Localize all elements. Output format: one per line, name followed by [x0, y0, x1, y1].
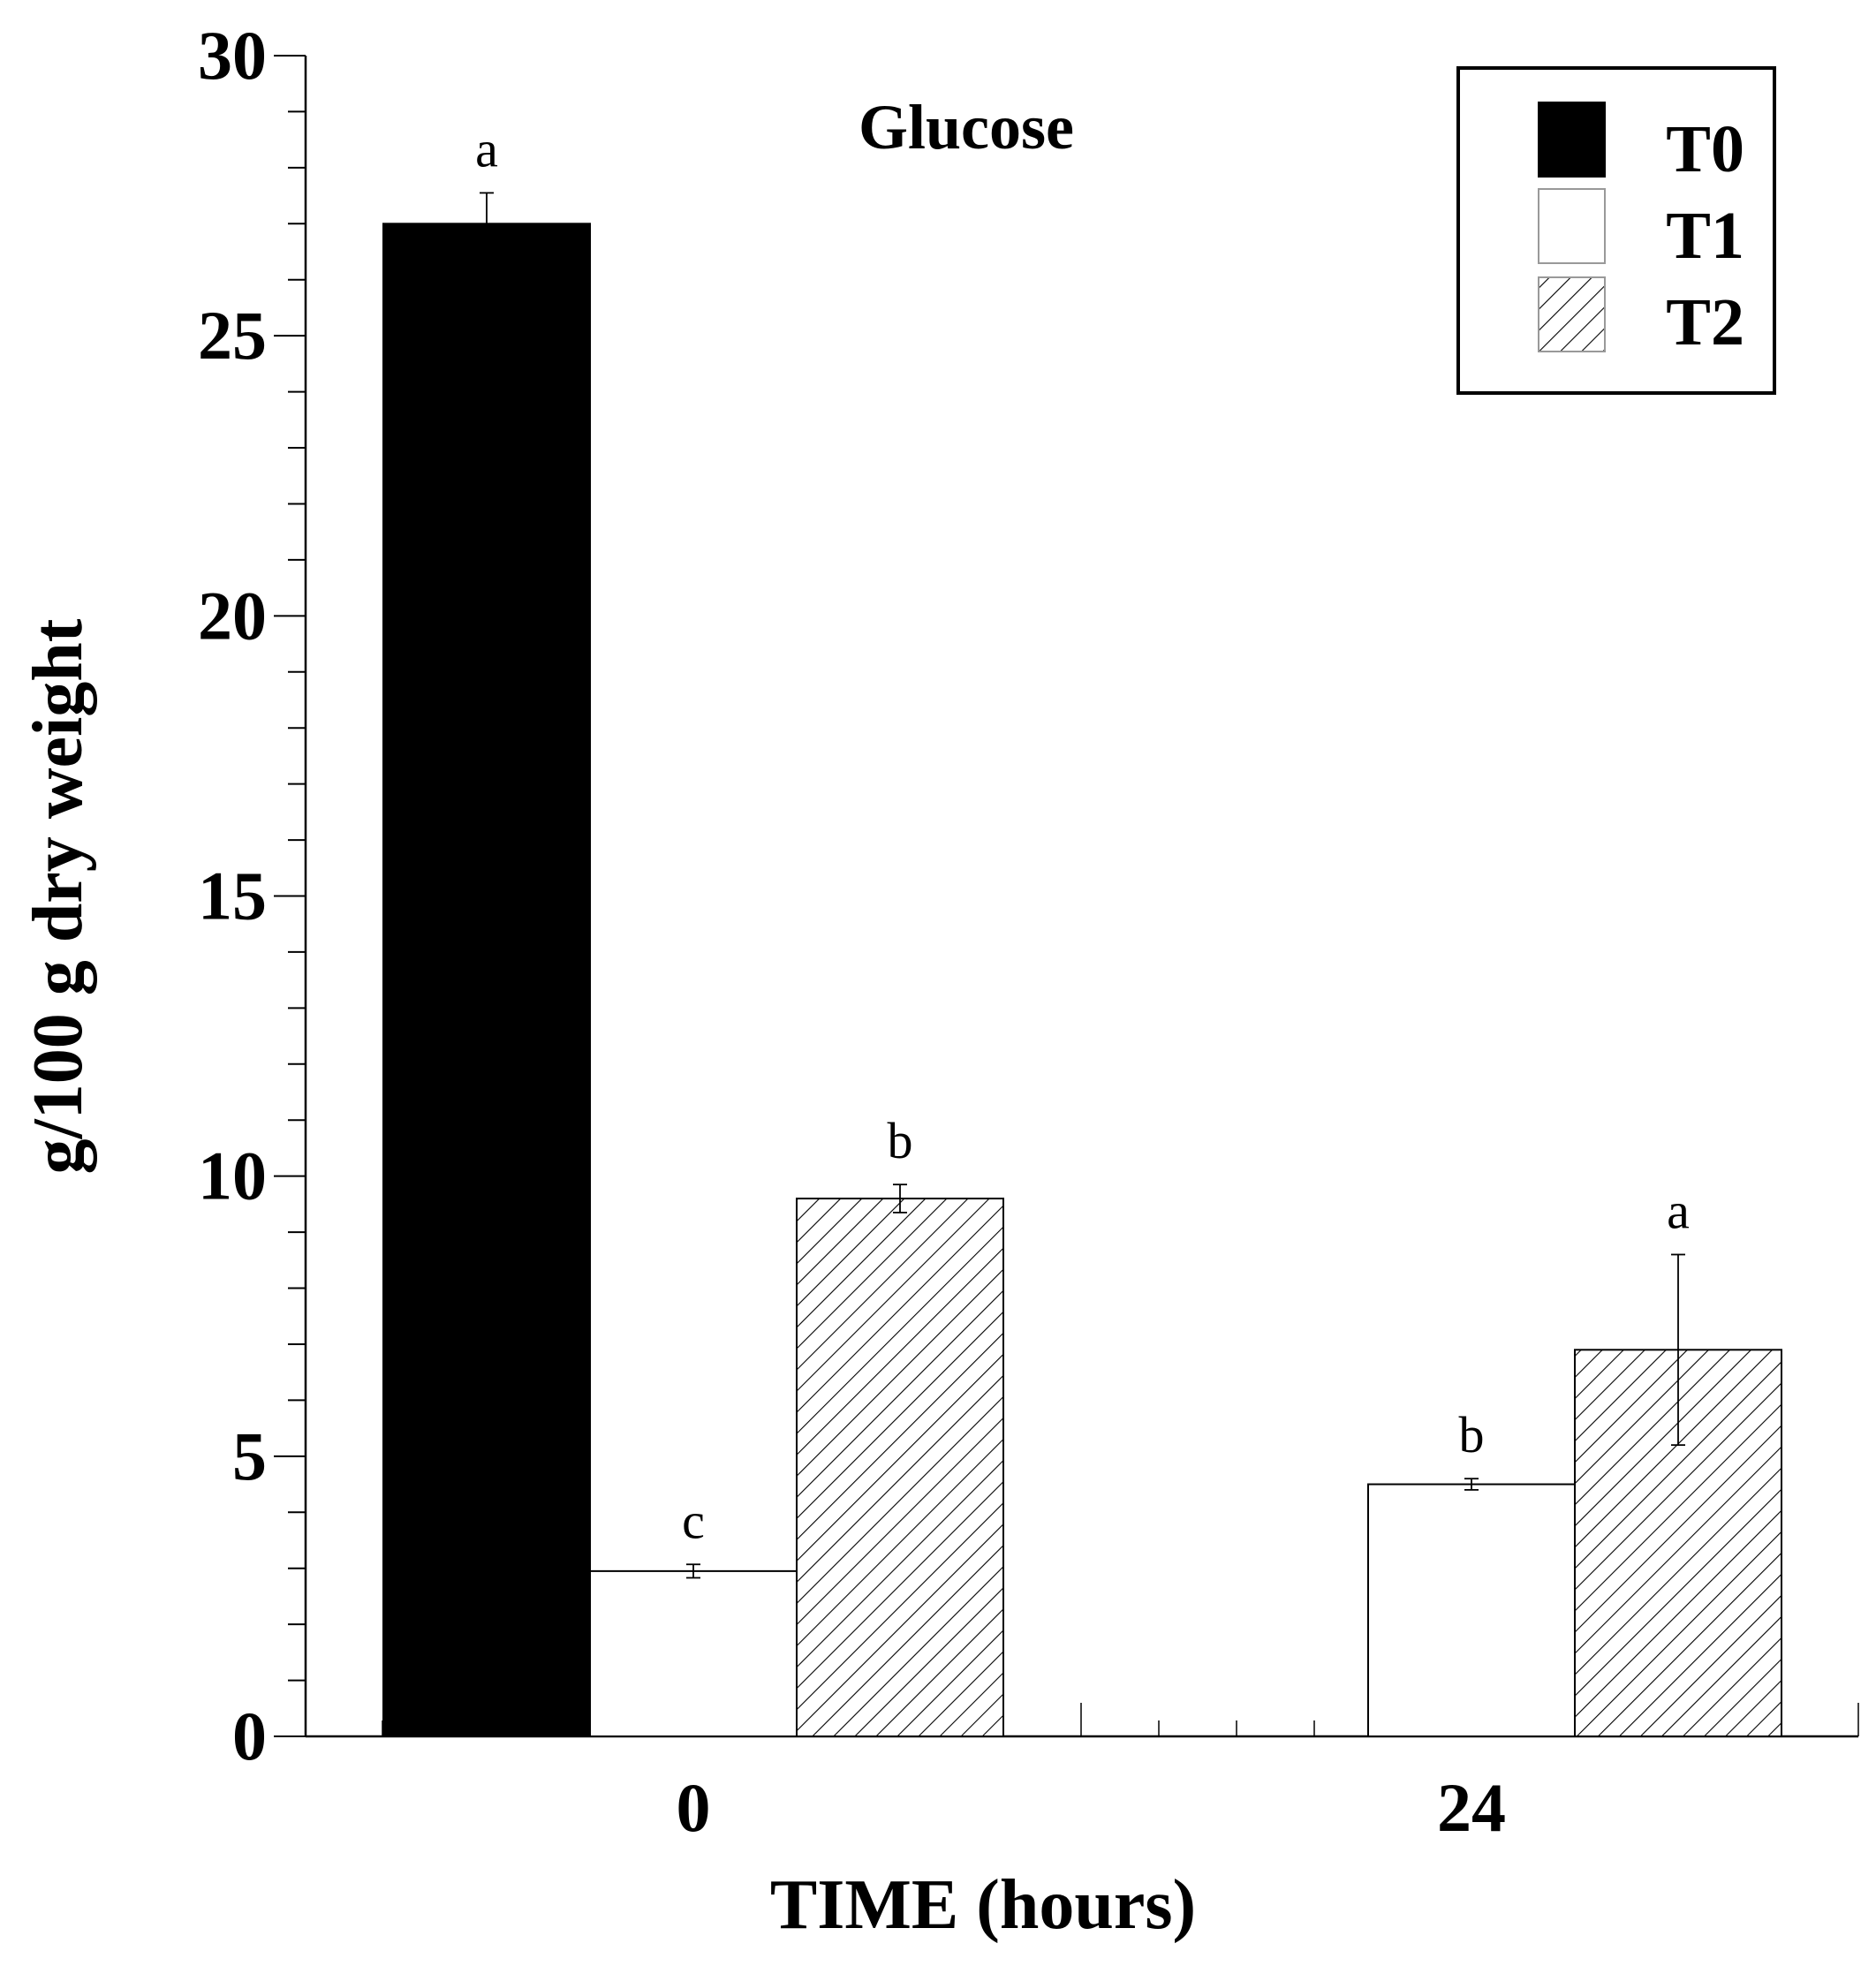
y-tick-label: 10 — [198, 1138, 267, 1214]
y-tick-label: 0 — [232, 1698, 267, 1774]
legend-label-T2: T2 — [1666, 285, 1744, 359]
bar-T0-0 — [382, 223, 591, 1737]
legend-label-T0: T0 — [1666, 112, 1744, 186]
significance-letter: a — [475, 120, 498, 178]
legend-swatch-T0 — [1538, 102, 1606, 178]
y-tick-label: 20 — [198, 577, 267, 654]
y-tick-label: 25 — [198, 297, 267, 374]
y-tick-label: 5 — [232, 1418, 267, 1494]
chart-title: Glucose — [859, 92, 1074, 163]
y-tick-label: 15 — [198, 858, 267, 934]
x-tick-label: 0 — [677, 1769, 711, 1846]
significance-letter: b — [888, 1112, 913, 1169]
legend-label-T1: T1 — [1666, 199, 1744, 273]
legend-swatch-T2 — [1538, 276, 1606, 352]
x-axis-title: TIME (hours) — [770, 1866, 1196, 1944]
legend-swatch-T1 — [1538, 188, 1606, 264]
significance-letter: b — [1459, 1406, 1485, 1463]
significance-letter: a — [1667, 1182, 1690, 1239]
bar-T1-24 — [1367, 1483, 1576, 1738]
error-bars — [480, 192, 1685, 1579]
legend: T0 T1 T2 — [1456, 66, 1776, 395]
legend-box — [1456, 66, 1776, 395]
bar-T2-0 — [796, 1198, 1004, 1738]
y-tick-label: 30 — [198, 17, 267, 94]
significance-letter: c — [682, 1492, 705, 1549]
x-axis-ticks: 0 24 — [305, 1703, 1859, 1846]
y-axis-ticks: 0 5 10 15 20 25 30 — [198, 17, 306, 1774]
significance-letters: a c b b a — [475, 120, 1690, 1549]
bar-T1-0 — [589, 1569, 798, 1738]
bar-series — [382, 223, 1782, 1738]
x-tick-label: 24 — [1437, 1769, 1506, 1846]
y-axis-title: g/100 g dry weight — [19, 618, 97, 1174]
